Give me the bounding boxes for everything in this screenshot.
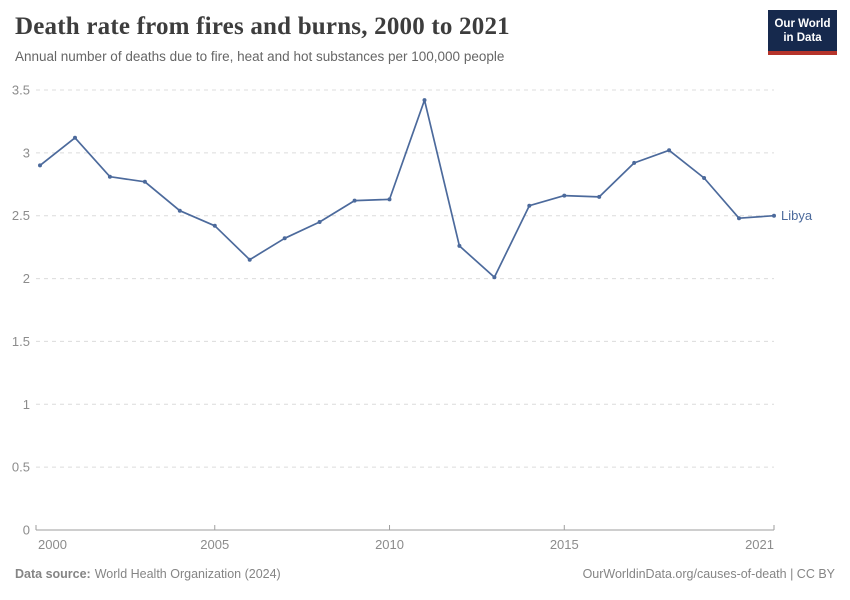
x-tick-label: 2021 <box>745 537 774 552</box>
data-point-marker[interactable] <box>73 135 77 140</box>
data-point-marker[interactable] <box>457 243 462 248</box>
x-tick-label: 2005 <box>200 537 229 552</box>
data-point-marker[interactable] <box>107 174 112 179</box>
chart-title: Death rate from fires and burns, 2000 to… <box>15 13 510 40</box>
data-point-marker[interactable] <box>562 193 567 198</box>
data-point-marker[interactable] <box>737 216 741 221</box>
data-point-marker[interactable] <box>492 275 497 280</box>
data-point-marker[interactable] <box>177 208 182 213</box>
attribution-link[interactable]: OurWorldinData.org/causes-of-death | CC … <box>582 567 835 581</box>
data-point-marker[interactable] <box>387 197 392 202</box>
data-point-marker[interactable] <box>247 257 252 262</box>
data-point-marker[interactable] <box>527 203 532 208</box>
data-point-marker[interactable] <box>142 179 147 184</box>
data-point-marker[interactable] <box>667 148 672 153</box>
data-point-marker[interactable] <box>597 194 602 199</box>
data-point-marker[interactable] <box>422 98 427 103</box>
y-tick-label: 1.5 <box>12 334 30 349</box>
data-point-marker[interactable] <box>282 236 287 241</box>
chart-footer: Data source: World Health Organization (2… <box>15 567 835 581</box>
x-tick-label: 2010 <box>375 537 404 552</box>
owid-logo-line1: Our World <box>774 18 831 30</box>
data-point-marker[interactable] <box>212 223 217 228</box>
chart-subtitle: Annual number of deaths due to fire, hea… <box>15 49 505 64</box>
data-point-marker[interactable] <box>317 220 322 224</box>
data-point-marker[interactable] <box>38 163 42 168</box>
y-tick-label: 0 <box>23 523 30 538</box>
data-point-marker[interactable] <box>352 198 357 203</box>
line-series-libya[interactable] <box>39 99 775 279</box>
owid-logo[interactable]: Our World in Data <box>768 10 837 55</box>
owid-logo-line2: in Data <box>783 32 822 45</box>
data-point-marker[interactable] <box>632 160 637 165</box>
y-tick-label: 3.5 <box>12 83 30 98</box>
y-tick-label: 3 <box>23 145 30 160</box>
y-tick-label: 0.5 <box>12 460 30 475</box>
x-tick-label: 2000 <box>38 537 67 552</box>
x-tick-label: 2015 <box>550 537 579 552</box>
y-tick-label: 2.5 <box>12 208 30 223</box>
data-source-label: Data source: <box>15 567 91 581</box>
y-tick-label: 2 <box>23 271 30 286</box>
data-point-marker[interactable] <box>772 213 776 218</box>
data-source-value: World Health Organization (2024) <box>94 567 281 581</box>
entity-label-libya[interactable]: Libya <box>781 208 813 223</box>
data-point-marker[interactable] <box>702 176 707 180</box>
chart-header: Death rate from fires and burns, 2000 to… <box>15 13 510 64</box>
data-source: Data source: World Health Organization (2… <box>15 567 281 581</box>
y-tick-label: 1 <box>23 397 30 412</box>
